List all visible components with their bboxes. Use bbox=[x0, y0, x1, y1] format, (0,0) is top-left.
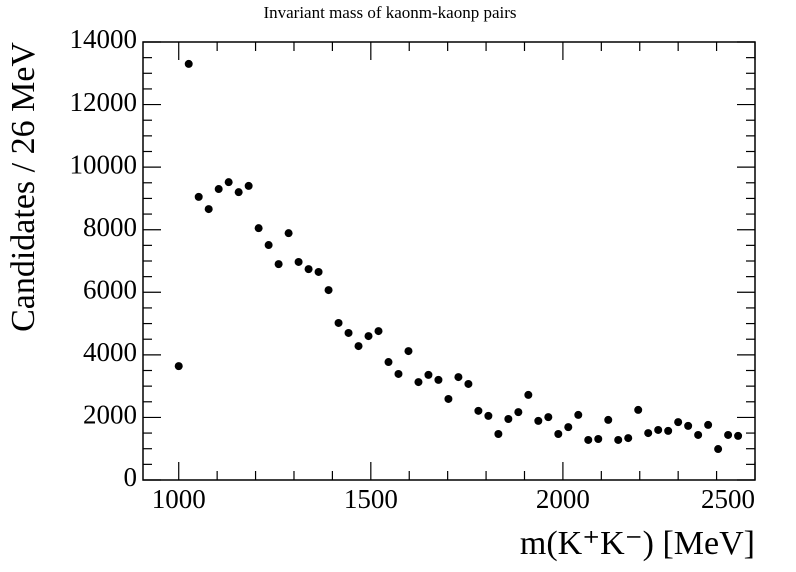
data-point bbox=[214, 185, 223, 194]
data-point bbox=[554, 430, 563, 439]
data-point bbox=[354, 342, 363, 351]
data-point bbox=[204, 205, 213, 214]
data-point bbox=[244, 181, 253, 190]
data-point bbox=[334, 318, 343, 327]
data-point bbox=[494, 430, 503, 439]
data-point bbox=[404, 347, 413, 356]
data-point bbox=[584, 435, 593, 444]
data-point bbox=[394, 369, 403, 378]
data-point bbox=[594, 435, 603, 444]
y-tick-label: 12000 bbox=[70, 87, 138, 117]
y-tick-label: 8000 bbox=[83, 212, 137, 242]
data-point bbox=[474, 406, 483, 415]
x-tick-label: 2000 bbox=[536, 484, 590, 514]
data-point bbox=[444, 394, 453, 403]
data-point bbox=[224, 178, 233, 187]
data-point bbox=[724, 430, 733, 439]
data-point bbox=[544, 413, 553, 422]
y-tick-label: 6000 bbox=[83, 274, 137, 304]
data-point bbox=[304, 265, 313, 274]
data-point bbox=[264, 241, 273, 250]
data-point bbox=[664, 426, 673, 435]
data-point bbox=[284, 229, 293, 238]
plot-frame bbox=[142, 41, 756, 481]
data-point bbox=[714, 445, 723, 454]
y-tick-label: 10000 bbox=[70, 149, 138, 179]
data-point bbox=[644, 429, 653, 438]
data-point bbox=[364, 332, 373, 341]
y-tick-label: 14000 bbox=[70, 24, 138, 54]
data-point bbox=[704, 420, 713, 429]
data-point bbox=[634, 405, 643, 414]
data-point bbox=[484, 411, 493, 420]
data-point bbox=[384, 358, 393, 367]
data-point bbox=[734, 431, 743, 440]
x-axis-label: m(K⁺K⁻) [MeV] bbox=[520, 525, 755, 562]
data-point bbox=[564, 423, 573, 432]
data-point bbox=[254, 224, 263, 233]
data-point bbox=[684, 421, 693, 430]
data-point bbox=[534, 416, 543, 425]
data-point bbox=[464, 379, 473, 388]
data-point bbox=[184, 59, 193, 68]
y-axis-label: Candidates / 26 MeV bbox=[5, 42, 42, 332]
data-point bbox=[514, 408, 523, 417]
data-point bbox=[604, 415, 613, 424]
data-point bbox=[674, 418, 683, 427]
y-tick-label: 0 bbox=[124, 462, 138, 492]
data-point bbox=[344, 328, 353, 337]
data-point bbox=[234, 188, 243, 197]
data-point bbox=[504, 414, 513, 423]
x-tick-label: 2500 bbox=[701, 484, 755, 514]
x-tick-label: 1500 bbox=[344, 484, 398, 514]
data-point bbox=[624, 434, 633, 443]
x-tick-label: 1000 bbox=[152, 484, 206, 514]
data-point bbox=[424, 370, 433, 379]
data-point bbox=[324, 286, 333, 295]
data-point bbox=[614, 435, 623, 444]
data-point bbox=[374, 327, 383, 336]
y-tick-label: 2000 bbox=[83, 400, 137, 430]
data-point bbox=[574, 410, 583, 419]
data-point bbox=[454, 373, 463, 382]
y-tick-label: 4000 bbox=[83, 337, 137, 367]
data-point bbox=[274, 260, 283, 269]
chart-title: Invariant mass of kaonm-kaonp pairs bbox=[263, 3, 516, 22]
data-point bbox=[314, 267, 323, 276]
data-point bbox=[654, 425, 663, 434]
data-point bbox=[524, 390, 533, 399]
data-point bbox=[694, 430, 703, 439]
data-point bbox=[294, 257, 303, 266]
data-point bbox=[174, 362, 183, 371]
data-point bbox=[414, 378, 423, 387]
data-point bbox=[434, 375, 443, 384]
data-point bbox=[194, 192, 203, 201]
